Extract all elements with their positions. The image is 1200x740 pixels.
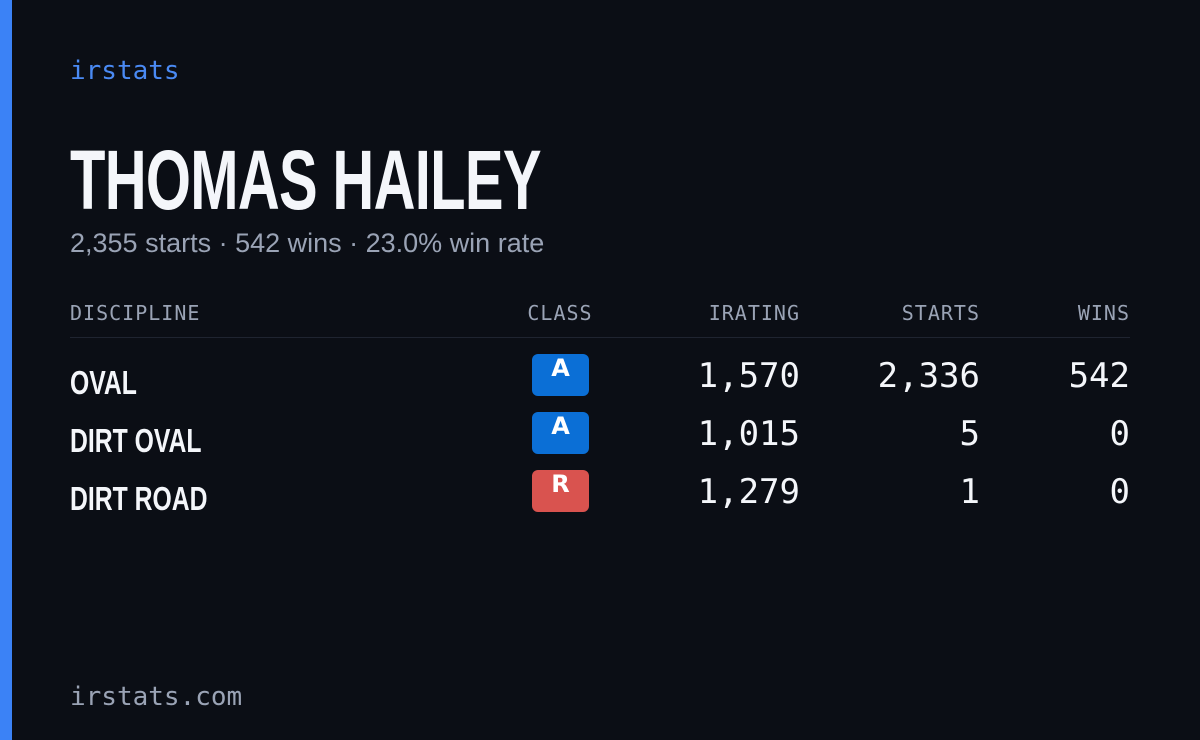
- column-header: DISCIPLINE: [70, 301, 201, 325]
- driver-summary: 2,355 starts · 542 wins · 23.0% win rate: [70, 228, 545, 258]
- wins: 0: [1109, 414, 1130, 454]
- starts: 1: [959, 472, 980, 512]
- brand: irstats: [70, 56, 180, 86]
- column-header: CLASS: [527, 301, 593, 325]
- column-header: WINS: [1077, 301, 1130, 325]
- starts: 2,336: [877, 356, 980, 396]
- header-rule: [70, 337, 1130, 338]
- discipline: OVAL: [70, 364, 137, 401]
- wins: 542: [1068, 356, 1130, 396]
- class-badge: R: [532, 470, 589, 512]
- column-header: STARTS: [901, 301, 980, 325]
- footer: irstats.com: [70, 682, 243, 712]
- class-badge: A: [532, 354, 589, 396]
- accent-bar: [0, 0, 12, 740]
- starts: 5: [959, 414, 980, 454]
- driver-name: THOMAS HAILEY: [70, 133, 542, 227]
- irating: 1,279: [697, 472, 800, 512]
- class-badge: A: [532, 412, 589, 454]
- irating: 1,015: [697, 414, 800, 454]
- column-header: IRATING: [708, 301, 800, 325]
- discipline: DIRT OVAL: [70, 422, 202, 459]
- irating: 1,570: [697, 356, 800, 396]
- discipline: DIRT ROAD: [70, 480, 208, 517]
- wins: 0: [1109, 472, 1130, 512]
